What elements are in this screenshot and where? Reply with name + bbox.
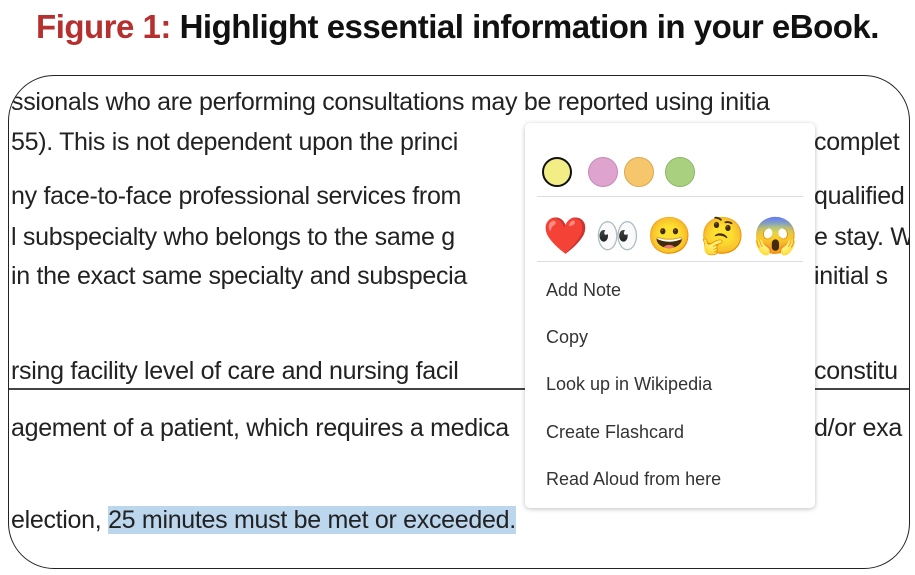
divider — [9, 388, 909, 390]
text-line: l subspecialty who belongs to the same g — [11, 223, 455, 251]
menu-divider — [537, 261, 803, 262]
text-line: constitu — [814, 357, 898, 385]
text-line: d/or exa — [814, 414, 902, 442]
menu-item-flashcard[interactable]: Create Flashcard — [546, 422, 685, 442]
text-line: in the exact same specialty and subspeci… — [11, 262, 468, 290]
menu-item-read-aloud[interactable]: Read Aloud from here — [546, 469, 722, 489]
eyes-icon[interactable]: 👀 — [595, 215, 640, 256]
highlight-color-green[interactable] — [665, 157, 695, 187]
menu-divider — [537, 196, 803, 197]
highlight-color-yellow[interactable] — [542, 157, 572, 187]
text-line: qualified — [814, 182, 905, 210]
ebook-reader: ssionals who are performing consultation… — [8, 75, 910, 569]
text-line: e stay. W — [814, 223, 910, 251]
figure-title: Figure 1: Highlight essential informatio… — [36, 8, 879, 45]
menu-item-add-note[interactable]: Add Note — [546, 280, 622, 300]
highlight-color-orange[interactable] — [624, 157, 654, 187]
text-line: ssionals who are performing consultation… — [11, 88, 770, 116]
text-line: rsing facility level of care and nursing… — [11, 357, 459, 385]
screaming-face-icon[interactable]: 😱 — [753, 215, 798, 256]
text-line: initial s — [814, 262, 888, 290]
highlight-color-pink[interactable] — [588, 157, 618, 187]
text-line: ny face-to-face professional services fr… — [11, 182, 462, 210]
text-line: complet — [814, 128, 900, 156]
menu-item-wikipedia[interactable]: Look up in Wikipedia — [546, 374, 713, 394]
highlighted-text[interactable]: 25 minutes must be met or exceeded. — [108, 506, 516, 534]
text-line: election, 25 minutes must be met or exce… — [11, 506, 516, 534]
thinking-face-icon[interactable]: 🤔 — [700, 215, 745, 256]
text-line: agement of a patient, which requires a m… — [11, 414, 509, 442]
text-line: 55). This is not dependent upon the prin… — [11, 128, 458, 156]
heart-icon[interactable]: ❤️ — [543, 215, 588, 256]
grinning-face-icon[interactable]: 😀 — [647, 215, 692, 256]
menu-item-copy[interactable]: Copy — [546, 327, 589, 347]
context-menu: ❤️ 👀 😀 🤔 😱 Add Note Copy Look up in Wiki… — [525, 123, 815, 508]
